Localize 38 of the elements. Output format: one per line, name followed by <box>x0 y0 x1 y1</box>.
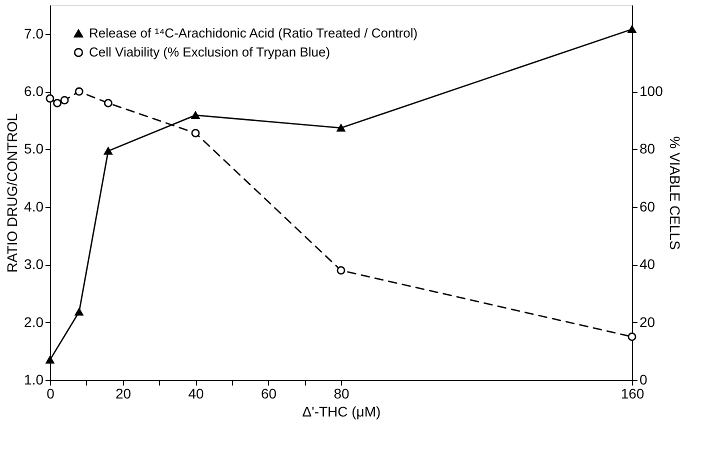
x-tick-label: 0 <box>46 386 55 402</box>
point <box>46 94 54 103</box>
x-tick-label: 40 <box>188 386 204 402</box>
y-tick-label: 5.0 <box>24 140 44 157</box>
y2-axis-title: % VIABLE CELLS <box>666 136 683 250</box>
legend-label: Cell Viability (% Exclusion of Trypan Blue) <box>89 44 330 60</box>
x-tick-label: 80 <box>334 386 350 402</box>
point <box>74 308 84 316</box>
x-tick-label: 20 <box>115 386 132 402</box>
point <box>336 124 346 132</box>
point <box>53 98 62 108</box>
y-tick-label: 1.0 <box>24 372 44 388</box>
y2-tick-label: 40 <box>640 256 656 272</box>
x-axis-title: Δ'-THC (μM) <box>302 404 381 420</box>
y2-tick-label: 80 <box>640 140 656 157</box>
point <box>336 266 346 275</box>
y2-tick-label: 60 <box>640 198 656 214</box>
y2-tick-label: 100 <box>640 83 664 100</box>
y2-tick-label: 20 <box>640 314 656 330</box>
y-axis-title: RATIO DRUG/CONTROL <box>4 113 20 273</box>
legend-label: Release of ¹⁴C-Arachidonic Acid (Ratio Treated / Control) <box>89 26 418 40</box>
point <box>628 25 636 33</box>
y-tick-label: 6.0 <box>24 83 44 100</box>
point <box>104 98 112 108</box>
point <box>104 147 112 155</box>
point <box>628 332 636 341</box>
x-tick-label: 160 <box>620 386 644 402</box>
y-tick-label: 2.0 <box>24 314 44 330</box>
point <box>46 356 54 364</box>
point <box>60 96 69 104</box>
y-tick-label: 3.0 <box>24 256 44 272</box>
y-tick-label: 7.0 <box>24 25 44 42</box>
point <box>74 87 84 96</box>
point <box>191 128 200 138</box>
y2-tick-label: 0 <box>640 372 648 388</box>
point <box>191 111 200 119</box>
y-tick-label: 4.0 <box>24 198 44 214</box>
x-tick-label: 60 <box>260 386 277 402</box>
